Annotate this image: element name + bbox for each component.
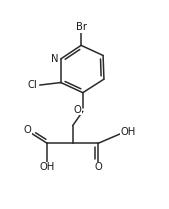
Text: O: O	[94, 162, 102, 172]
Text: Br: Br	[76, 22, 88, 32]
Text: Cl: Cl	[27, 80, 37, 90]
Text: OH: OH	[40, 162, 55, 172]
Text: O: O	[24, 125, 31, 135]
Text: O: O	[74, 104, 81, 115]
Text: OH: OH	[121, 126, 136, 136]
Text: N: N	[51, 54, 58, 64]
